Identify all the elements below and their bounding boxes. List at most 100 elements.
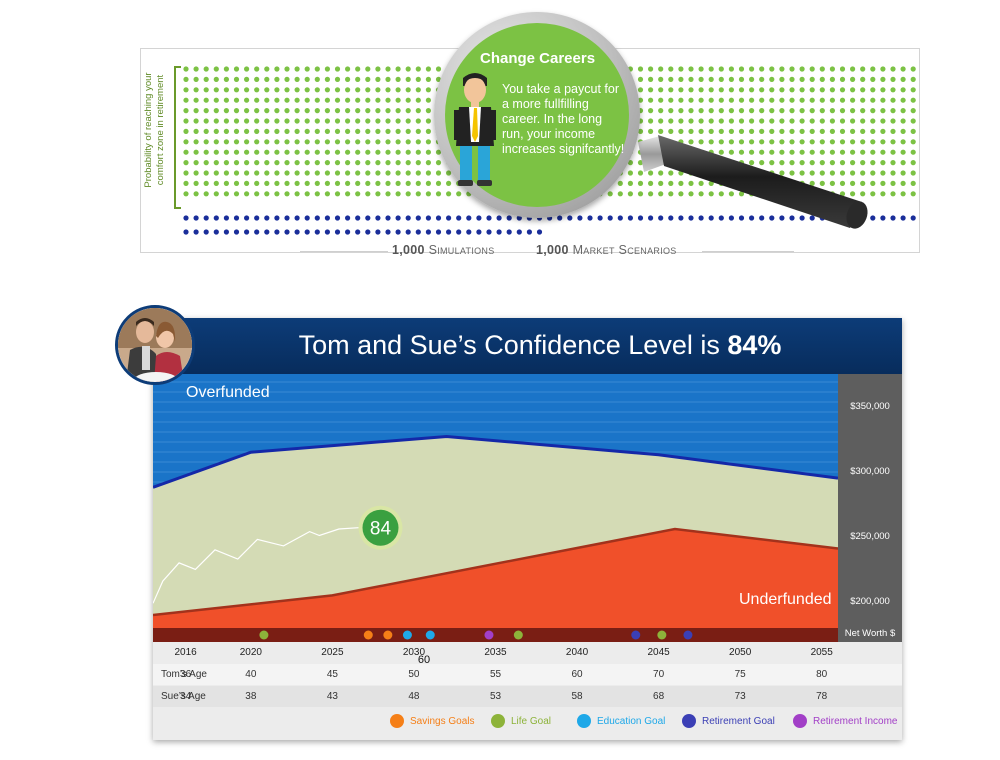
simulation-dot-green — [668, 180, 674, 186]
simulation-dot-green — [405, 180, 411, 186]
simulation-dot-green — [334, 170, 341, 176]
simulation-dot-green — [274, 149, 280, 155]
confidence-area-chart[interactable]: 84 — [153, 374, 838, 642]
simulation-dot-green — [839, 108, 846, 114]
simulation-dot-green — [345, 108, 351, 114]
simulation-dot-green — [658, 87, 664, 93]
simulation-dot-green — [617, 180, 623, 186]
simulation-dot-green — [738, 149, 745, 155]
simulation-dot-green — [355, 180, 361, 186]
simulation-dot-blue — [345, 229, 351, 235]
simulation-dot-green — [193, 180, 199, 186]
simulation-dot-green — [304, 149, 310, 155]
simulation-dot-green — [345, 118, 351, 124]
simulation-dot-green — [890, 118, 896, 124]
simulation-dot-blue — [506, 215, 512, 221]
simulation-dot-green — [759, 149, 765, 155]
simulation-dot-green — [890, 108, 896, 114]
simulation-dot-green — [829, 66, 836, 72]
simulation-dot-green — [637, 191, 644, 197]
simulation-dot-blue — [264, 229, 270, 235]
simulation-dot-green — [749, 118, 755, 124]
simulation-dot-green — [759, 87, 765, 93]
simulation-dot-green — [718, 139, 724, 145]
simulation-dot-green — [789, 170, 795, 176]
toms-age-value: 75 — [734, 669, 746, 680]
simulation-dot-green — [839, 97, 846, 103]
simulation-dot-green — [345, 170, 351, 176]
simulation-dot-green — [193, 118, 199, 124]
simulation-dot-green — [759, 160, 765, 166]
simulation-dot-green — [284, 149, 290, 155]
couple-photo — [118, 308, 192, 382]
simulation-dot-blue — [900, 215, 906, 221]
simulation-dot-green — [799, 170, 805, 176]
simulation-dot-green — [375, 170, 381, 176]
toms-age-value: 80 — [816, 669, 828, 680]
simulation-dot-green — [708, 97, 714, 103]
simulation-dot-green — [415, 97, 421, 103]
simulation-dot-green — [749, 76, 755, 82]
simulation-dot-green — [375, 160, 381, 166]
simulation-dot-green — [183, 139, 189, 145]
simulation-dot-green — [274, 108, 280, 114]
simulation-dot-blue — [446, 215, 452, 221]
simulation-dot-green — [799, 160, 805, 166]
simulation-dot-green — [395, 128, 401, 134]
simulation-dot-blue — [910, 215, 916, 221]
simulation-dot-green — [910, 118, 916, 124]
simulation-dot-green — [264, 149, 270, 155]
simulation-dot-green — [648, 170, 654, 176]
simulation-dot-green — [324, 97, 330, 103]
simulation-dot-green — [668, 66, 674, 72]
simulation-dot-green — [880, 170, 886, 176]
simulation-dot-green — [648, 76, 654, 82]
simulation-dot-green — [769, 149, 775, 155]
simulation-dot-green — [648, 191, 654, 197]
simulation-dot-green — [779, 149, 785, 155]
simulation-dot-blue — [405, 215, 411, 221]
simulation-dot-green — [405, 97, 411, 103]
simulation-dot-green — [809, 180, 815, 186]
person-illustration — [454, 73, 496, 186]
simulation-dot-green — [799, 118, 805, 124]
simulation-dot-green — [385, 108, 391, 114]
simulation-dot-green — [880, 108, 886, 114]
simulation-dot-green — [880, 160, 886, 166]
simulation-dot-green — [324, 149, 330, 155]
simulation-dot-green — [789, 139, 795, 145]
simulation-dot-green — [213, 180, 219, 186]
simulation-dot-blue — [294, 215, 300, 221]
simulation-dot-green — [668, 170, 674, 176]
simulation-dot-green — [607, 191, 613, 197]
simulation-dot-green — [314, 180, 320, 186]
simulation-dot-green — [860, 108, 866, 114]
simulation-dot-green — [193, 149, 199, 155]
simulation-dot-green — [678, 66, 684, 72]
simulation-dot-green — [890, 191, 896, 197]
simulation-dot-green — [345, 149, 351, 155]
toms-age-value: 40 — [245, 669, 257, 680]
simulation-dot-green — [708, 66, 714, 72]
year-label: 2020 — [239, 647, 262, 658]
legend-label-life: Life Goal — [511, 716, 552, 727]
simulation-dot-green — [678, 108, 684, 114]
simulation-dot-green — [789, 128, 795, 134]
simulation-dot-green — [425, 180, 431, 186]
chart-title: Tom and Sue’s Confidence Level is 84% — [190, 330, 890, 361]
simulation-dot-green — [334, 118, 341, 124]
simulation-dot-blue — [648, 215, 654, 221]
simulation-dot-green — [365, 97, 371, 103]
simulation-dot-green — [294, 118, 300, 124]
simulation-dot-green — [203, 76, 209, 82]
simulation-dot-green — [203, 180, 209, 186]
simulation-dot-green — [890, 160, 896, 166]
simulation-dot-green — [254, 170, 260, 176]
simulation-dot-green — [284, 108, 290, 114]
simulation-dot-green — [223, 87, 229, 93]
simulation-dot-green — [193, 160, 199, 166]
simulation-dot-green — [819, 180, 825, 186]
simulation-dot-green — [819, 108, 825, 114]
simulation-dot-green — [789, 108, 795, 114]
simulation-dot-green — [203, 170, 209, 176]
